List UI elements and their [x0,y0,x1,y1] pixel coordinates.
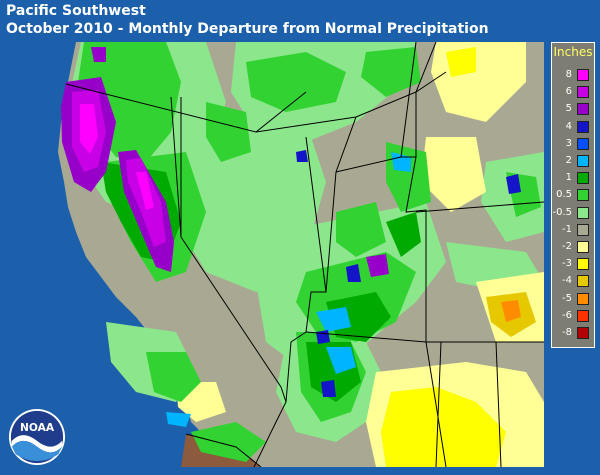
legend-entry: -1 [552,222,594,238]
legend-label: 1 [565,172,572,184]
legend-swatch [577,103,589,116]
legend-entry: 1 [552,170,594,186]
legend-label: 2 [565,155,572,166]
legend-label: -4 [562,275,572,287]
legend-label: -1 [562,223,572,235]
legend-swatch [577,258,589,271]
precip-light-blue [166,152,411,427]
legend-entry: 4 [552,119,594,135]
legend-swatch [577,206,589,219]
legend-entry: 5 [552,101,594,117]
precip-magenta [80,104,154,210]
legend-entry: -4 [552,273,594,289]
legend-entry: -2 [552,239,594,255]
legend-label: 6 [565,86,572,98]
legend-swatch [577,189,589,202]
legend-swatch [577,309,589,322]
precipitation-map [6,42,544,467]
legend-label: 4 [565,120,572,132]
precip-orange [501,300,521,322]
logo-wave-icon [11,440,63,462]
legend-label: -6 [562,309,572,321]
legend-label: 8 [565,69,572,80]
map-canvas [6,42,544,467]
legend-label: 3 [565,137,572,149]
legend-swatch [577,223,589,236]
legend-swatch [577,241,589,253]
state-boundaries [65,42,544,467]
legend-swatch [577,137,589,150]
legend-label: 0.5 [556,189,572,201]
legend-swatch [577,120,589,133]
noaa-logo: NOAA [8,408,66,466]
legend-entry: 6 [552,84,594,100]
precip-yellow [381,47,506,467]
logo-bird-icon [11,435,63,453]
legend-swatch [577,69,589,81]
legend-entry: 2 [552,153,594,169]
legend-label: -5 [562,292,572,304]
legend-entry: -3 [552,256,594,272]
legend-label: -2 [562,241,572,252]
legend-swatch [577,292,589,305]
legend-entry: 8 [552,67,594,83]
legend-entry: -6 [552,308,594,324]
legend-label: -8 [562,327,572,338]
legend-title: Inches [553,45,593,59]
legend-swatch [577,172,589,185]
legend-entry: -0.5 [552,205,594,221]
legend-entry: -8 [552,325,594,341]
map-title: Pacific Southwest [6,3,146,19]
legend-entry: 3 [552,136,594,152]
map-subtitle: October 2010 - Monthly Departure from No… [6,21,489,37]
legend-swatch [577,155,589,167]
legend-label: -0.5 [552,206,572,218]
legend-swatch [577,327,589,339]
legend-label: -3 [562,258,572,270]
legend-entry: 0.5 [552,187,594,203]
legend-label: 5 [565,103,572,115]
legend-swatch [577,86,589,99]
legend: Inches 8 6 5 4 3 2 1 0.5 -0.5 -1 -2 -3 -4 -5 -6 -8 [551,42,595,348]
legend-entry: -5 [552,291,594,307]
legend-swatch [577,275,589,288]
logo-text: NOAA [20,421,55,434]
